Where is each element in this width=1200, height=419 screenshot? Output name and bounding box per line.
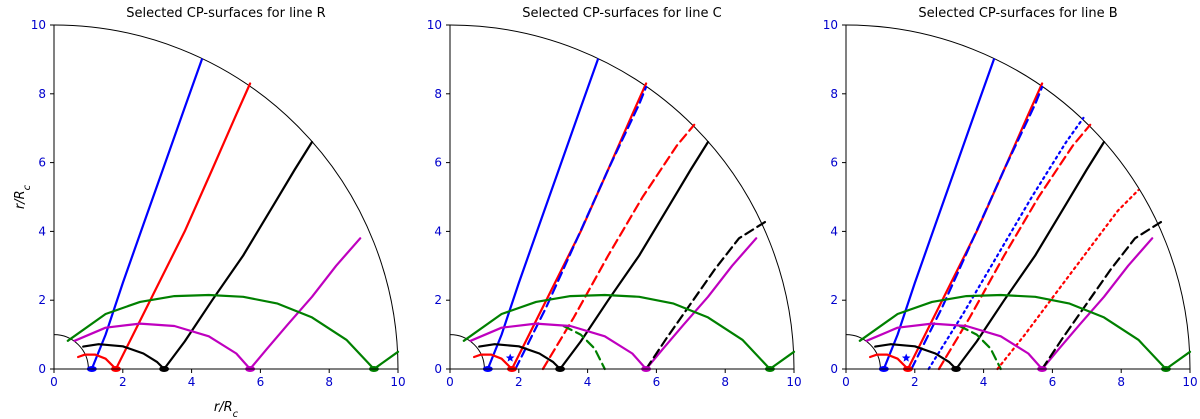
- series-magenta-solid-4: [644, 237, 758, 371]
- x-tick-label: 4: [188, 375, 196, 389]
- y-tick-label: 0: [830, 362, 838, 376]
- y-tick-label: 4: [434, 224, 442, 238]
- series-magenta-solid-7: [73, 322, 252, 371]
- series-blue-solid-1: [90, 58, 203, 371]
- chart-title: Selected CP-surfaces for line R: [126, 6, 325, 21]
- series-red-solid-2: [510, 82, 648, 371]
- series-green-solid-8: [66, 293, 400, 371]
- series-blue-solid-1: [882, 58, 996, 371]
- x-tick-label: 4: [584, 375, 592, 389]
- series-green-solid-14: [858, 293, 1192, 371]
- chart-panel-1: 0 2 4 6 8 10 0 2 4 6 8 10 Selected CP-surfaces for l…: [13, 6, 406, 419]
- x-tick-label: 10: [1182, 375, 1197, 389]
- y-tick-label: 10: [31, 18, 46, 32]
- x-tick-label: 6: [653, 375, 661, 389]
- x-tick-label: 2: [515, 375, 523, 389]
- series-black-solid-12: [874, 343, 958, 371]
- chart-title: Selected CP-surfaces for line B: [918, 6, 1117, 21]
- x-tick-label: 0: [446, 375, 454, 389]
- y-tick-label: 10: [427, 18, 442, 32]
- y-tick-label: 0: [38, 362, 46, 376]
- series-magenta-solid-4: [1040, 237, 1154, 371]
- inner-unit-arc: [53, 334, 89, 370]
- star-marker-blue: [901, 353, 911, 362]
- series-black-solid-10: [478, 343, 562, 371]
- series-blue-dotted-9: [927, 116, 1085, 371]
- x-tick-label: 4: [980, 375, 988, 389]
- outer-boundary-arc: [449, 24, 795, 370]
- y-tick-label: 8: [434, 87, 442, 101]
- x-tick-label: 10: [786, 375, 801, 389]
- x-axis-label: r/Rc: [214, 400, 239, 419]
- series-blue-solid-1: [486, 58, 600, 371]
- series-red-solid-2: [906, 82, 1044, 371]
- inner-unit-arc: [845, 334, 881, 370]
- chart-title: Selected CP-surfaces for line C: [522, 6, 721, 21]
- series-red-solid-2: [114, 82, 252, 371]
- x-tick-label: 2: [119, 375, 127, 389]
- outer-boundary-arc: [845, 24, 1191, 370]
- x-tick-label: 8: [325, 375, 333, 389]
- y-tick-label: 4: [830, 224, 838, 238]
- series-blue-dashed-5: [514, 85, 648, 371]
- y-tick-label: 6: [830, 156, 838, 170]
- y-tick-label: 8: [38, 87, 46, 101]
- y-tick-label: 8: [830, 87, 838, 101]
- series-magenta-solid-4: [249, 237, 362, 371]
- y-tick-label: 6: [434, 156, 442, 170]
- chart-panel-3: 0 2 4 6 8 10 0 2 4 6 8 10 Selected CP-surfaces for l…: [823, 6, 1198, 389]
- series-blue-dashed-5: [910, 85, 1044, 371]
- series-green-dashed-8: [958, 324, 1002, 371]
- y-tick-label: 2: [38, 293, 46, 307]
- chart-panel-2: 0 2 4 6 8 10 0 2 4 6 8 10 Selected CP-surfaces for l…: [427, 6, 802, 389]
- x-tick-label: 10: [390, 375, 405, 389]
- y-tick-label: 0: [434, 362, 442, 376]
- series-black-solid-3: [163, 140, 314, 371]
- x-tick-label: 6: [257, 375, 265, 389]
- x-tick-label: 6: [1049, 375, 1057, 389]
- series-red-solid-9: [473, 353, 513, 371]
- y-tick-label: 4: [38, 224, 46, 238]
- x-tick-label: 8: [1117, 375, 1125, 389]
- y-tick-label: 6: [38, 156, 46, 170]
- series-magenta-solid-13: [865, 322, 1044, 371]
- series-red-solid-5: [76, 353, 118, 371]
- x-tick-label: 0: [50, 375, 58, 389]
- inner-unit-arc: [449, 334, 485, 370]
- x-tick-label: 0: [842, 375, 850, 389]
- series-green-solid-12: [462, 293, 796, 371]
- y-axis-label: r/Rc: [13, 184, 33, 209]
- series-magenta-solid-11: [469, 322, 648, 371]
- x-tick-label: 2: [911, 375, 919, 389]
- outer-boundary-arc: [53, 24, 399, 370]
- series-red-solid-11: [868, 353, 910, 371]
- series-black-solid-3: [558, 140, 710, 371]
- series-black-dashed-7: [644, 220, 768, 371]
- y-tick-label: 2: [830, 293, 838, 307]
- series-red-dotted-10: [996, 189, 1140, 371]
- x-tick-label: 8: [721, 375, 729, 389]
- series-green-dashed-8: [562, 324, 606, 371]
- series-black-dashed-7: [1040, 220, 1164, 371]
- series-black-solid-3: [954, 140, 1106, 371]
- star-marker-blue: [505, 353, 515, 362]
- y-tick-label: 2: [434, 293, 442, 307]
- series-black-solid-6: [82, 343, 166, 371]
- y-tick-label: 10: [823, 18, 838, 32]
